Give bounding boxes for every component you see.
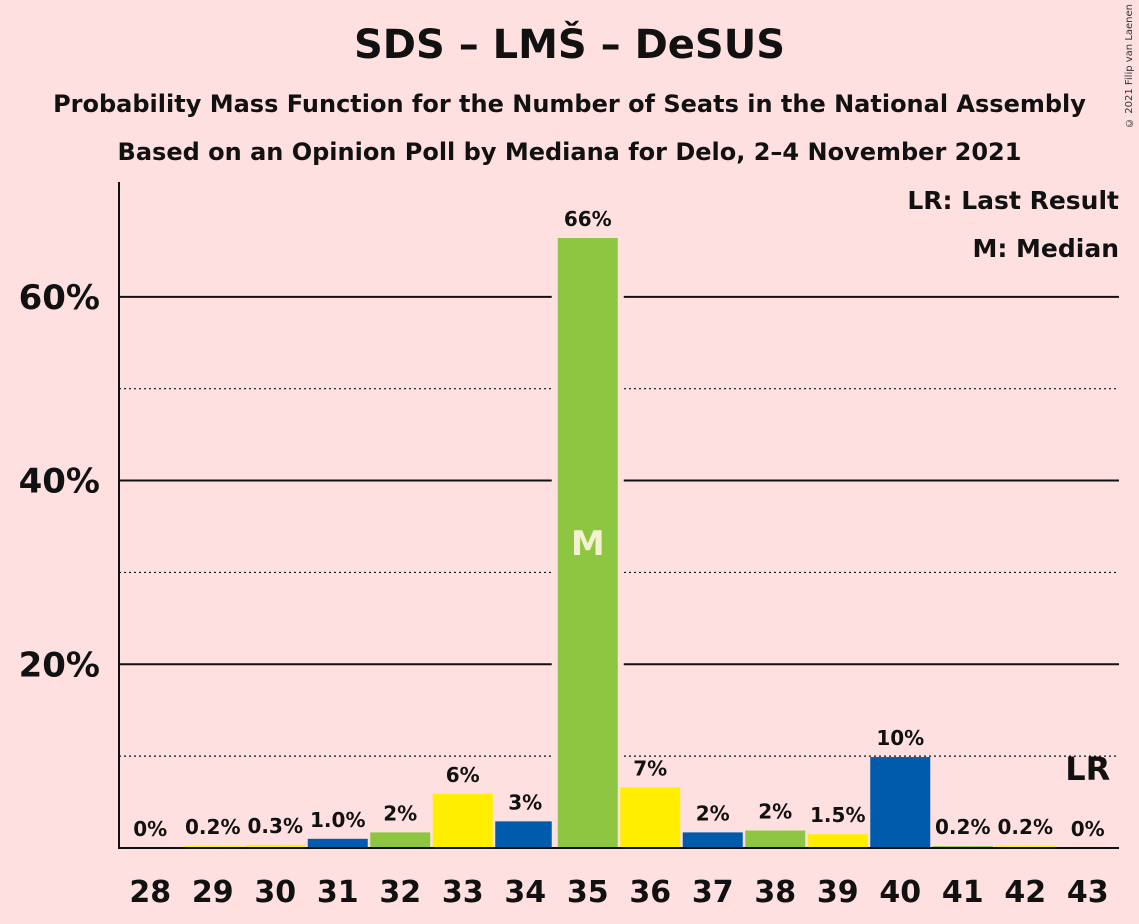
x-tick-label-40: 40 [879,875,921,910]
data-label-35: 66% [564,207,612,231]
y-axis-ticks: 20% 40% 60% [19,278,100,685]
data-label-32: 2% [383,801,417,825]
data-label-43: 0% [1071,817,1105,841]
chart-subtitle: Probability Mass Function for the Number… [53,90,1086,118]
bar-34 [495,821,556,848]
x-tick-label-42: 42 [1004,875,1046,910]
x-tick-label-35: 35 [567,875,609,910]
bar-36 [620,787,681,848]
bar-40 [870,757,931,848]
bar-37 [682,832,743,848]
data-label-40: 10% [876,726,924,750]
bar-30 [245,845,306,848]
data-labels: 0% 0.2% 0.3% 1.0% 2% 6% 3% 66% M 7% 2% 2% 1.5% 10% 0.2… [133,207,1110,841]
x-tick-label-39: 39 [817,875,859,910]
data-label-29: 0.2% [185,815,240,839]
x-axis-ticks: 28 29 30 31 32 33 34 35 36 37 38 39 40 41 42 43 [129,875,1108,910]
x-tick-label-41: 41 [942,875,984,910]
data-label-42: 0.2% [998,815,1053,839]
x-tick-label-29: 29 [192,875,234,910]
data-label-37: 2% [696,801,730,825]
data-label-41: 0.2% [935,815,990,839]
y-tick-label-20: 20% [19,645,100,685]
data-label-31: 1.0% [310,808,365,832]
legend-last-result: LR: Last Result [907,186,1119,215]
data-label-30: 0.3% [248,814,303,838]
x-tick-label-31: 31 [317,875,359,910]
legend-median: M: Median [972,234,1119,263]
bar-35 [557,238,618,848]
bar-32 [370,832,431,848]
bar-39 [807,834,868,848]
chart-source: Based on an Opinion Poll by Mediana for … [117,138,1022,166]
data-label-39: 1.5% [810,803,865,827]
bar-31 [307,838,368,848]
x-tick-label-43: 43 [1067,875,1109,910]
x-tick-label-28: 28 [129,875,171,910]
x-tick-label-30: 30 [254,875,296,910]
last-result-marker: LR [1065,750,1110,788]
data-label-28: 0% [133,817,167,841]
median-marker: M [571,524,605,564]
y-tick-label-60: 60% [19,278,100,318]
data-label-34: 3% [508,790,542,814]
x-tick-label-36: 36 [629,875,671,910]
x-tick-label-33: 33 [442,875,484,910]
chart-title: SDS – LMŠ – DeSUS [353,22,786,68]
bar-33 [432,793,493,848]
y-tick-label-40: 40% [19,462,100,502]
data-label-33: 6% [446,763,480,787]
data-label-38: 2% [758,800,792,824]
data-label-36: 7% [633,756,667,780]
x-tick-label-32: 32 [379,875,421,910]
x-tick-label-34: 34 [504,875,546,910]
x-tick-label-38: 38 [754,875,796,910]
x-tick-label-37: 37 [692,875,734,910]
bars [182,236,1056,848]
bar-38 [745,830,806,848]
